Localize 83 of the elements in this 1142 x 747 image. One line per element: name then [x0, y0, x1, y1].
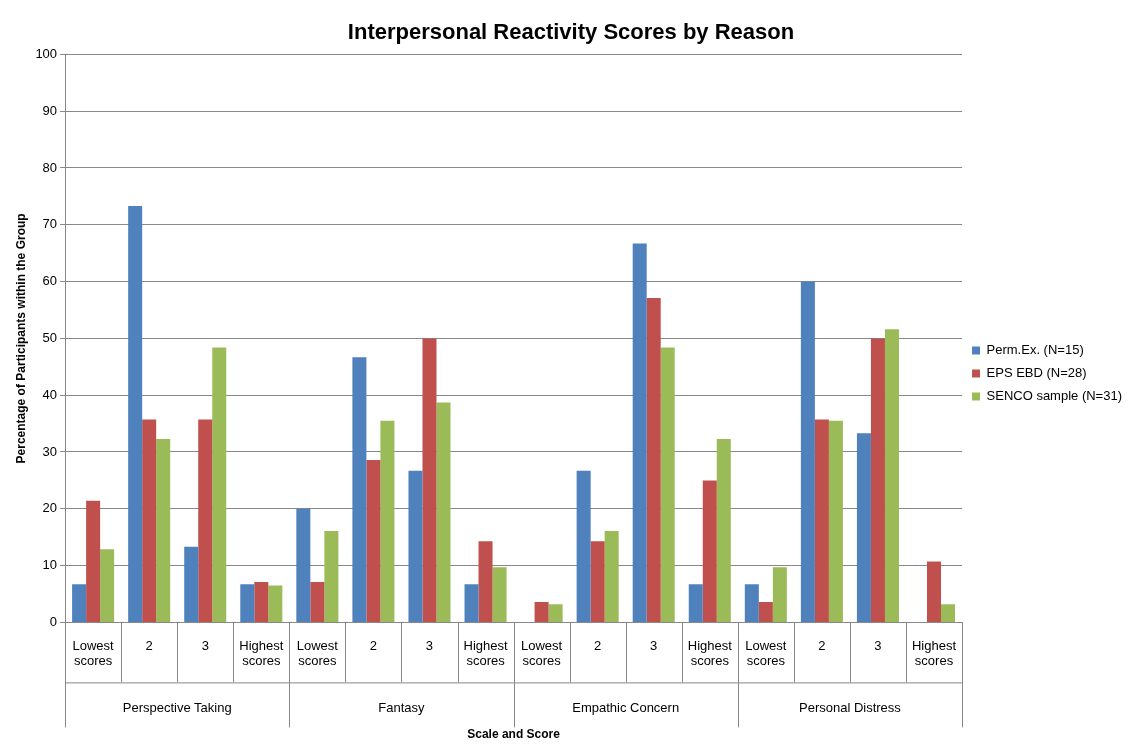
bar — [296, 508, 311, 622]
bar — [702, 480, 717, 622]
chart-title: Interpersonal Reactivity Scores by Reason — [347, 19, 795, 45]
y-tick-label: 50 — [42, 329, 58, 345]
bar — [576, 470, 591, 622]
bar — [660, 347, 675, 622]
legend-label: EPS EBD (N=28) — [986, 365, 1087, 381]
bar — [184, 546, 199, 622]
bar — [422, 338, 437, 622]
text: Personal Distress — [798, 699, 902, 715]
bar — [548, 604, 563, 622]
bar — [352, 357, 367, 622]
bar — [366, 459, 381, 622]
bar — [688, 584, 703, 622]
bar — [436, 402, 451, 622]
x-tick-label: 2 — [369, 637, 378, 653]
x-tick-label: 3 — [425, 637, 434, 653]
x-tick-label: 3 — [650, 637, 658, 653]
bar — [100, 549, 115, 622]
bar — [590, 541, 605, 622]
bar — [478, 541, 493, 622]
y-tick-label: 10 — [42, 557, 58, 573]
bar — [856, 433, 871, 622]
x-axis-title: Scale and Score — [467, 727, 561, 742]
bar — [492, 567, 507, 622]
x-tick-label: Lowest scores — [72, 637, 115, 669]
bar — [128, 206, 143, 622]
x-tick-label: Highest scores — [687, 637, 733, 669]
bar — [240, 584, 255, 622]
bar — [884, 329, 899, 622]
bar — [716, 438, 731, 622]
bar — [604, 530, 619, 622]
x-tick-label: Highest scores — [239, 637, 284, 669]
bar — [800, 281, 815, 622]
x-tick-label: Lowest scores — [520, 637, 563, 669]
bar — [744, 584, 759, 622]
bar — [212, 347, 227, 622]
bar — [758, 601, 773, 622]
y-tick-label: 80 — [42, 159, 58, 175]
bar — [941, 604, 956, 622]
x-tick-label: 2 — [818, 637, 826, 653]
bar — [310, 582, 325, 622]
y-tick-label: 0 — [49, 613, 58, 629]
bar — [534, 601, 549, 622]
bar — [324, 530, 339, 622]
y-tick-label: 100 — [35, 45, 58, 61]
bar — [814, 419, 829, 622]
y-tick-label: 60 — [42, 273, 58, 289]
x-tick-label: 3 — [201, 637, 209, 653]
x-tick-label: Highest scores — [463, 637, 508, 669]
bar — [198, 419, 213, 622]
y-tick-label: 70 — [42, 216, 58, 232]
bar — [156, 438, 171, 622]
text: Empathic Concern — [572, 699, 680, 715]
bar — [772, 567, 787, 622]
bar — [870, 338, 885, 622]
x-tick-label: 2 — [145, 637, 153, 653]
bar — [268, 585, 283, 622]
bar — [86, 500, 101, 622]
y-tick-label: 40 — [42, 386, 58, 402]
y-tick-label: 90 — [42, 102, 58, 118]
bar — [254, 582, 269, 622]
legend-label: SENCO sample (N=31) — [986, 388, 1123, 404]
y-tick-label: 20 — [42, 500, 58, 516]
text: Perspective Taking — [122, 699, 232, 715]
bar — [408, 470, 423, 622]
y-axis-title: Percentage of Participants within the Group — [13, 213, 28, 464]
x-tick-label: Lowest scores — [745, 637, 787, 669]
x-tick-label: Highest scores — [911, 637, 957, 669]
bar — [142, 419, 157, 622]
bar — [828, 420, 843, 622]
bar — [646, 298, 661, 622]
x-tick-label: 3 — [874, 637, 882, 653]
bar — [927, 561, 942, 622]
legend-label: Perm.Ex. (N=15) — [986, 342, 1084, 358]
text: Fantasy — [378, 699, 426, 715]
bar — [464, 584, 479, 622]
x-tick-label: Lowest scores — [296, 637, 339, 669]
y-tick-label: 30 — [42, 443, 58, 459]
bar — [632, 243, 647, 622]
x-tick-label: 2 — [594, 637, 602, 653]
bar — [380, 420, 395, 622]
bar — [72, 584, 87, 622]
